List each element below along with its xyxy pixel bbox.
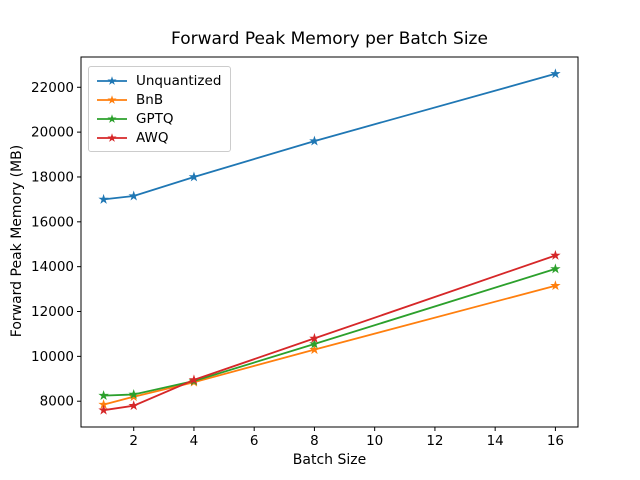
data-point-marker-unquantized [550, 68, 561, 79]
y-tick-label: 12000 [31, 304, 74, 320]
x-tick-label: 6 [250, 433, 259, 449]
legend-label: AWQ [136, 129, 169, 146]
data-point-marker-gptq [550, 263, 561, 274]
legend-star-icon [107, 94, 117, 104]
data-point-marker-awq [128, 400, 139, 411]
data-point-marker-bnb [309, 344, 320, 355]
legend-item-gptq: GPTQ [96, 109, 221, 128]
legend-label: GPTQ [136, 110, 174, 127]
data-point-marker-unquantized [128, 190, 139, 201]
x-axis-label: Batch Size [292, 452, 367, 468]
legend-label: Unquantized [136, 72, 222, 89]
y-tick-label: 10000 [31, 349, 74, 365]
y-tick-label: 16000 [31, 214, 74, 230]
legend-star-icon [107, 132, 117, 142]
x-tick-label: 14 [487, 433, 504, 449]
legend: Unquantized BnB GPTQ AWQ [88, 66, 232, 152]
data-point-marker-awq [309, 332, 320, 343]
y-tick-label: 18000 [31, 169, 74, 185]
legend-swatch [97, 113, 127, 123]
legend-star-icon [107, 75, 117, 85]
data-point-marker-unquantized [309, 135, 320, 146]
x-tick-label: 2 [129, 433, 138, 449]
legend-swatch [97, 75, 127, 85]
data-point-marker-awq [188, 374, 200, 385]
legend-swatch [97, 94, 127, 104]
legend-label: BnB [136, 91, 164, 108]
x-tick-label: 4 [190, 433, 199, 449]
data-point-marker-gptq [98, 390, 109, 401]
series-line-gptq [103, 268, 556, 397]
legend-item-unquantized: Unquantized [96, 71, 221, 90]
data-point-marker-unquantized [188, 171, 200, 182]
data-point-marker-bnb [98, 399, 109, 410]
legend-star-icon [107, 113, 117, 123]
y-tick-label: 20000 [31, 125, 74, 141]
data-point-marker-gptq [128, 388, 139, 399]
legend-item-bnb: BnB [96, 90, 221, 109]
data-point-marker-bnb [550, 280, 561, 291]
chart-title: Forward Peak Memory per Batch Size [171, 29, 488, 49]
x-tick-label: 8 [310, 433, 319, 449]
legend-swatch [97, 132, 127, 142]
y-tick-label: 22000 [31, 80, 74, 96]
data-point-marker-awq [550, 249, 561, 260]
data-point-marker-gptq [309, 338, 320, 349]
x-tick-label: 12 [426, 433, 443, 449]
data-point-marker-unquantized [98, 193, 109, 204]
data-point-marker-awq [98, 404, 109, 415]
x-tick-label: 16 [547, 433, 564, 449]
legend-item-awq: AWQ [96, 128, 221, 147]
x-tick-label: 10 [366, 433, 383, 449]
y-tick-label: 14000 [31, 259, 74, 275]
y-tick-label: 8000 [40, 394, 74, 410]
axes-border [80, 56, 579, 428]
